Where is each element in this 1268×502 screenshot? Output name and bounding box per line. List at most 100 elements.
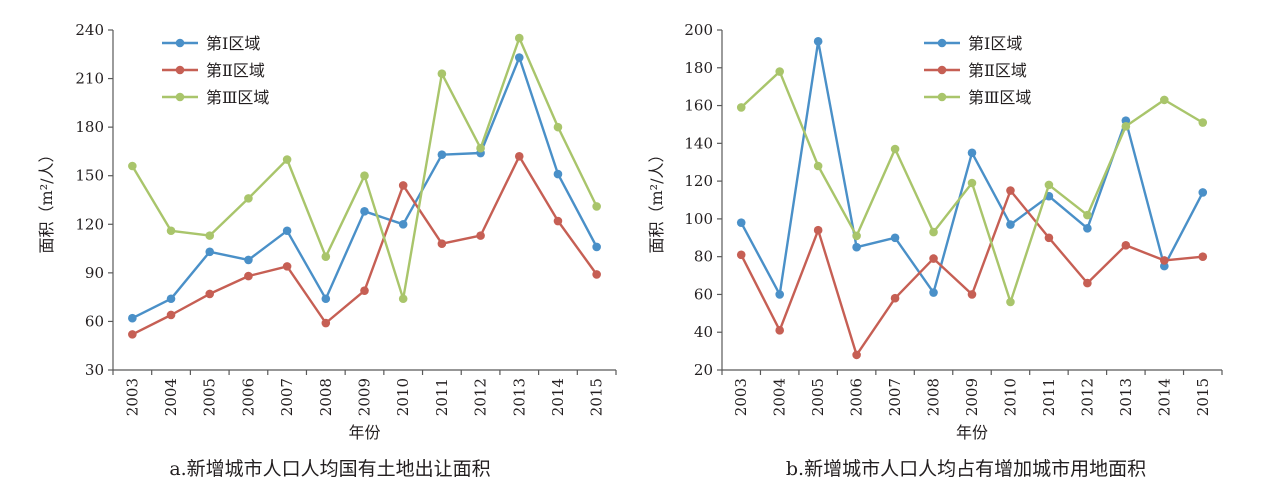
legend-marker [175, 92, 185, 102]
data-point [398, 181, 408, 190]
y-tick-label: 240 [75, 21, 104, 39]
data-point [282, 226, 292, 236]
x-tick-label: 2007 [886, 378, 904, 416]
x-axis-title: 年份 [348, 423, 380, 442]
data-point [1121, 122, 1131, 131]
x-tick-label: 2015 [1194, 378, 1212, 416]
data-point [205, 289, 215, 299]
data-point [890, 233, 900, 243]
data-point [244, 194, 253, 203]
data-point [592, 242, 601, 252]
data-point [1083, 278, 1092, 288]
x-tick-label: 2004 [162, 378, 180, 416]
legend-label: 第Ⅱ区域 [206, 61, 265, 80]
x-tick-label: 2007 [278, 378, 296, 416]
x-tick-label: 2014 [1155, 378, 1173, 416]
y-tick-label: 40 [694, 323, 713, 341]
series-2 [128, 151, 601, 339]
x-tick-label: 2011 [433, 378, 451, 416]
data-point [736, 103, 746, 112]
y-tick-label: 150 [75, 167, 104, 185]
x-tick-label: 2009 [963, 378, 981, 416]
data-point [398, 219, 408, 229]
data-point [592, 270, 601, 279]
data-point [1160, 95, 1169, 105]
series-line [131, 155, 598, 336]
y-tick-label: 180 [684, 59, 713, 77]
data-point [476, 143, 485, 153]
data-point [321, 318, 331, 328]
data-point [1044, 233, 1054, 243]
legend-marker [937, 65, 947, 75]
y-tick-label: 100 [684, 210, 713, 228]
chart-panel-b: 20 40 60 80 100 120 140 160 180 200 2003 2004 2005 20… [647, 21, 1223, 480]
y-tick-label: 90 [85, 264, 104, 282]
legend-label: 第Ⅲ区域 [968, 88, 1031, 107]
x-tick-label: 2008 [317, 378, 335, 416]
x-tick-label: 2013 [510, 378, 528, 416]
data-point [398, 294, 408, 304]
data-point [282, 262, 292, 271]
data-point [1198, 118, 1208, 127]
y-tick-label: 160 [684, 97, 713, 115]
data-point [967, 148, 977, 158]
data-point [321, 294, 331, 304]
data-point [890, 144, 900, 154]
data-point [929, 227, 938, 237]
x-tick-label: 2010 [1001, 378, 1019, 416]
y-tick-label: 20 [694, 361, 713, 379]
data-point [852, 242, 861, 252]
x-tick-label: 2013 [1117, 378, 1135, 416]
legend-label: 第Ⅰ区域 [206, 34, 260, 53]
data-point [967, 178, 977, 188]
data-point [852, 231, 861, 241]
data-point [205, 247, 215, 257]
series-1 [128, 53, 601, 323]
data-point [852, 350, 861, 360]
series-3 [736, 67, 1208, 307]
y-tick-label: 80 [694, 248, 713, 266]
y-tick-label: 120 [75, 215, 104, 233]
y-tick-label: 180 [75, 118, 104, 136]
data-point [244, 255, 253, 265]
x-tick-label: 2010 [394, 378, 412, 416]
legend-marker [175, 38, 185, 48]
data-point [1006, 186, 1015, 195]
data-point [929, 254, 938, 263]
x-tick-label: 2012 [472, 378, 490, 416]
x-tick-label: 2006 [239, 378, 257, 416]
data-point [321, 252, 331, 261]
data-point [1083, 224, 1092, 233]
data-point [282, 155, 292, 164]
data-point [553, 216, 563, 226]
data-point [736, 218, 746, 227]
data-point [813, 161, 823, 171]
legend-label: 第Ⅱ区域 [968, 61, 1027, 80]
legend-marker [175, 65, 185, 75]
data-point [1044, 180, 1054, 190]
data-point [205, 231, 215, 240]
data-point [775, 290, 784, 299]
data-point [128, 313, 137, 323]
data-point [890, 293, 900, 303]
legend-marker [937, 92, 947, 102]
data-point [1121, 241, 1131, 250]
x-tick-label: 2003 [123, 378, 141, 416]
x-tick-label: 2003 [732, 378, 750, 416]
x-tick-label: 2014 [549, 378, 567, 416]
x-tick-label: 2005 [201, 378, 219, 416]
x-tick-label: 2009 [356, 378, 374, 416]
x-tick-label: 2015 [588, 378, 606, 416]
legend-label: 第Ⅲ区域 [206, 88, 269, 107]
data-point [166, 226, 176, 236]
data-point [592, 202, 601, 211]
data-point [437, 150, 447, 159]
y-tick-label: 60 [694, 285, 713, 303]
data-point [166, 310, 176, 320]
legend-label: 第Ⅰ区域 [968, 34, 1022, 53]
x-tick-label: 2004 [771, 378, 789, 416]
series-1 [736, 37, 1208, 299]
data-point [736, 250, 746, 260]
x-tick-label: 2011 [1040, 378, 1058, 416]
